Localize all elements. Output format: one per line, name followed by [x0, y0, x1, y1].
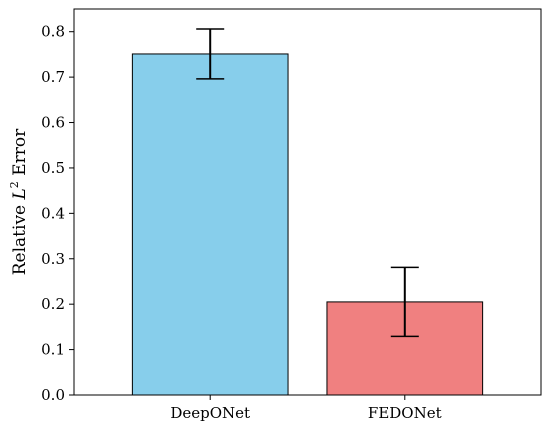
x-axis-ticks: DeepONet FEDONet	[170, 395, 442, 422]
y-axis-label-superscript: 2	[8, 181, 21, 188]
x-tick-label: FEDONet	[368, 404, 442, 422]
bar-deeponet	[131, 53, 289, 396]
y-tick-label: 0.2	[41, 295, 65, 313]
y-tick-label: 0.7	[41, 68, 65, 86]
y-axis-label-prefix: Relative	[10, 199, 30, 275]
error-bars	[196, 28, 419, 338]
y-axis-ticks: 0.0 0.1 0.2 0.3 0.4 0.5 0.6 0.7 0.8	[41, 23, 74, 404]
error-bar-fedonet	[390, 266, 419, 338]
y-tick-label: 0.8	[41, 23, 65, 41]
bars	[131, 53, 484, 396]
y-axis-label: Relative L2 Error	[8, 128, 30, 275]
y-axis-label-symbol: L	[10, 188, 30, 200]
y-tick-label: 0.3	[41, 250, 65, 268]
y-tick-label: 0.5	[41, 159, 65, 177]
y-tick-label: 0.0	[41, 386, 65, 404]
y-tick-label: 0.1	[41, 341, 65, 359]
plot-frame	[73, 8, 542, 396]
y-tick-label: 0.6	[41, 114, 65, 132]
y-tick-label: 0.4	[41, 204, 65, 222]
y-axis-label-suffix: Error	[10, 128, 30, 181]
x-tick-label: DeepONet	[170, 404, 250, 422]
error-bar-deeponet	[196, 28, 225, 80]
